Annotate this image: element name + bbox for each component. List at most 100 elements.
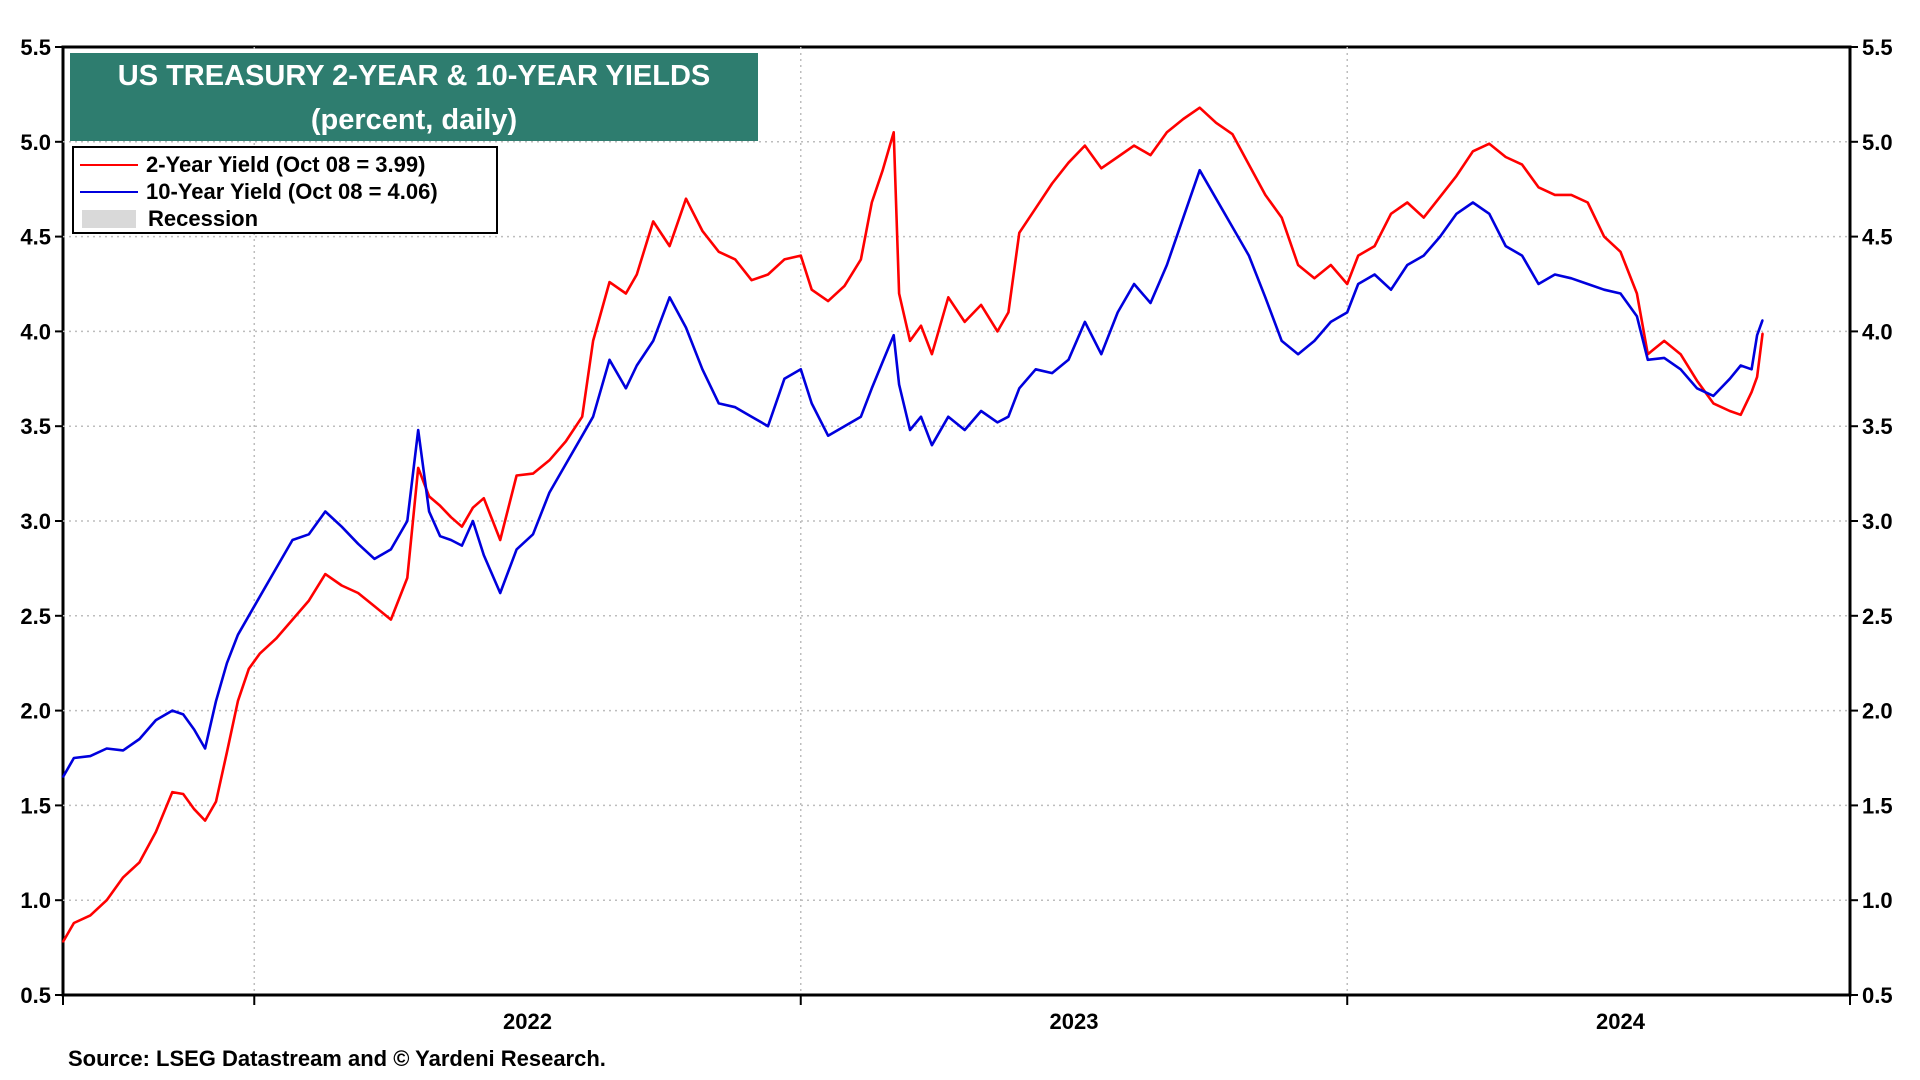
data-point [357, 542, 359, 545]
data-point [1166, 131, 1168, 134]
data-point [324, 573, 327, 575]
chart-subtitle: (percent, daily) [310, 104, 518, 136]
data-point [237, 700, 239, 702]
y-tick-label-right: 2.0 [1862, 699, 1893, 724]
data-point [783, 258, 786, 261]
data-point [996, 421, 999, 424]
data-point [73, 757, 75, 759]
legend: 2-Year Yield (Oct 08 = 3.99) 10-Year Yie… [72, 146, 498, 234]
y-tick-label-left: 2.0 [20, 699, 51, 724]
data-point [237, 633, 239, 636]
data-point [1619, 250, 1622, 253]
data-point [1761, 332, 1764, 335]
data-point [947, 415, 950, 418]
data-point [1455, 212, 1458, 215]
data-point [1357, 254, 1360, 257]
y-tick-label-right: 2.5 [1862, 604, 1893, 629]
data-point [204, 819, 207, 822]
data-point [980, 410, 982, 412]
data-point [1198, 169, 1201, 172]
legend-swatch-blue [80, 191, 138, 193]
axes: 0.5 0.5 1.0 1.0 1.5 1.5 2.0 2.0 2.5 2.5 3.0 3.0 3.5 3… [20, 35, 1892, 1034]
data-point [1663, 357, 1666, 359]
data-point [1712, 395, 1715, 397]
y-tick-label-right: 5.5 [1862, 35, 1893, 60]
data-point [1116, 311, 1119, 314]
data-point [171, 791, 174, 793]
x-year-label: 2024 [1596, 1009, 1646, 1034]
data-point [1728, 410, 1731, 412]
legend-item-ten-year: 10-Year Yield (Oct 08 = 4.06) [80, 179, 438, 205]
data-point [155, 719, 157, 721]
data-point [1750, 368, 1753, 371]
data-point [406, 577, 409, 579]
data-point [1636, 315, 1638, 318]
data-point [1297, 264, 1299, 266]
data-point [1603, 235, 1605, 238]
data-point [275, 567, 277, 570]
data-point [155, 831, 157, 833]
data-point [515, 548, 518, 551]
data-point [881, 169, 884, 172]
data-point [717, 402, 720, 405]
data-point [105, 747, 108, 750]
data-point [1422, 254, 1425, 257]
data-point [1504, 245, 1507, 248]
data-point [799, 368, 802, 371]
data-point [1133, 283, 1135, 285]
series-ten-year [61, 168, 1764, 778]
y-tick-label-left: 0.5 [20, 983, 51, 1008]
data-point [472, 520, 474, 522]
data-point [1018, 231, 1021, 234]
data-point [182, 793, 185, 795]
data-point [1018, 387, 1021, 390]
data-point [810, 402, 813, 405]
data-point [1679, 368, 1682, 371]
data-point [461, 525, 463, 528]
source-note: Source: LSEG Datastream and © Yardeni Re… [68, 1046, 606, 1071]
data-point [291, 618, 294, 621]
data-point [701, 230, 704, 232]
data-point [783, 377, 786, 380]
data-point [1679, 353, 1682, 356]
data-point [291, 539, 294, 541]
data-point [870, 387, 873, 390]
data-point [931, 444, 933, 447]
data-point [898, 383, 900, 386]
data-point [1346, 311, 1349, 314]
data-point [138, 738, 141, 740]
data-point [1133, 144, 1135, 147]
data-point [1439, 195, 1441, 198]
data-point [1264, 296, 1267, 299]
data-point [892, 334, 895, 337]
data-point [843, 425, 846, 428]
data-point [428, 510, 430, 513]
data-point [1488, 212, 1491, 215]
data-point [898, 292, 900, 295]
y-tick-label-left: 4.5 [20, 225, 51, 250]
data-point [204, 747, 207, 750]
data-point [515, 474, 518, 477]
legend-label-recession: Recession [148, 206, 259, 231]
y-tick-label-left: 3.5 [20, 414, 51, 439]
data-point [1084, 144, 1086, 147]
data-point [701, 368, 704, 371]
data-point [1739, 413, 1742, 416]
data-point [564, 440, 567, 443]
data-point [182, 713, 185, 716]
data-point [122, 876, 124, 879]
data-point [439, 504, 441, 507]
data-point [1472, 201, 1474, 204]
data-point [390, 618, 392, 621]
data-point [1504, 156, 1507, 158]
data-point [62, 776, 64, 778]
data-point [1521, 254, 1523, 257]
data-point [548, 459, 551, 462]
data-point [1231, 133, 1234, 136]
y-tick-label-right: 3.0 [1862, 509, 1893, 534]
data-point [1537, 186, 1540, 189]
data-point [1472, 150, 1474, 153]
legend-swatch-red [80, 164, 138, 166]
legend-swatch-gray [82, 210, 136, 228]
data-point [881, 360, 884, 363]
